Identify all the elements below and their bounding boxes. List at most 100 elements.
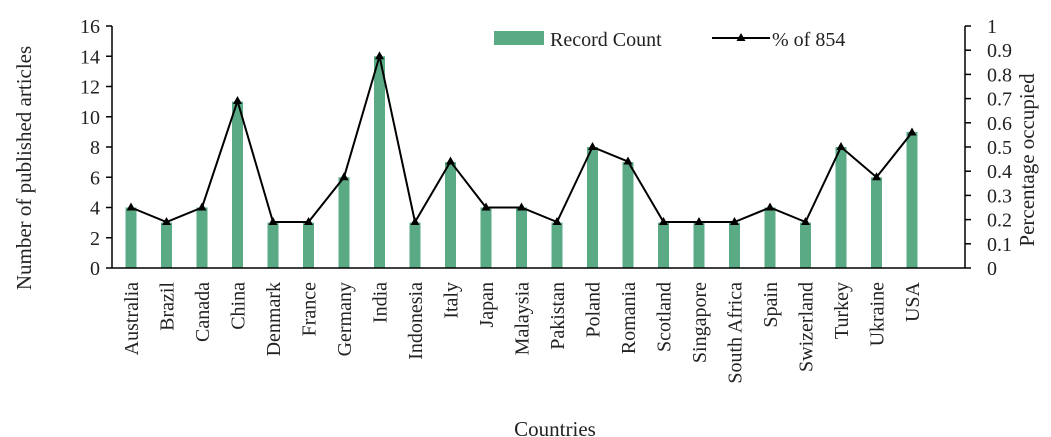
y2-tick-label: 0.2 xyxy=(987,210,1012,232)
legend: Record Count % of 854 xyxy=(494,29,845,51)
category-label: Denmark xyxy=(263,282,285,356)
y-tick-label: 12 xyxy=(80,77,100,99)
percent-marker-poland xyxy=(588,142,597,150)
y2-axis-title: Percentage occupied xyxy=(1015,73,1039,247)
y2-tick-label: 0.4 xyxy=(987,161,1012,183)
percent-marker-ukraine xyxy=(872,172,881,181)
category-label: Poland xyxy=(583,282,605,338)
y2-tick-label: 0.9 xyxy=(987,40,1012,62)
y2-tick-label: 0.5 xyxy=(987,137,1012,159)
percent-marker-italy xyxy=(446,156,455,165)
bar-pakistan xyxy=(551,222,563,268)
legend-label-record-count: Record Count xyxy=(550,29,662,51)
bar-spain xyxy=(764,207,776,268)
percent-marker-south-africa xyxy=(730,217,739,226)
right-axis-ticks: 00.10.2 0.30.40.50.60.7 0.80.91 xyxy=(965,16,1012,280)
category-label: Ukraine xyxy=(867,282,889,347)
category-label: Romania xyxy=(618,282,640,354)
y2-tick-label: 0.7 xyxy=(987,89,1012,111)
category-label: USA xyxy=(902,281,924,322)
legend-swatch-percent-marker xyxy=(736,33,746,41)
percent-marker-indonesia xyxy=(410,217,420,226)
y2-tick-label: 0.3 xyxy=(987,185,1012,207)
category-label: Australia xyxy=(121,282,143,355)
bar-series-record-count xyxy=(125,56,918,268)
category-label: Brazil xyxy=(157,282,179,331)
x-axis-title: Countries xyxy=(514,417,596,437)
y-axis-title: Number of published articles xyxy=(12,46,36,290)
percent-marker-brazil xyxy=(162,217,171,226)
percent-marker-scotland xyxy=(659,217,668,226)
category-label: Pakistan xyxy=(547,282,569,350)
bar-canada xyxy=(196,207,208,268)
bar-australia xyxy=(125,207,137,268)
y2-tick-label: 0.6 xyxy=(987,113,1012,135)
category-label: Turkey xyxy=(831,282,853,339)
bar-germany xyxy=(338,177,350,268)
bar-romania xyxy=(622,162,634,268)
category-label: Italy xyxy=(441,282,463,319)
category-label: India xyxy=(370,282,392,323)
bar-france xyxy=(303,222,314,268)
percent-marker-romania xyxy=(623,156,633,165)
percent-marker-spain xyxy=(765,202,775,211)
bar-japan xyxy=(480,207,492,268)
percent-marker-china xyxy=(233,96,242,105)
category-label: Singapore xyxy=(689,282,711,363)
bar-malaysia xyxy=(516,207,527,268)
category-label: Scotland xyxy=(654,282,676,352)
bar-usa xyxy=(906,131,918,268)
bar-italy xyxy=(445,162,456,268)
percent-marker-japan xyxy=(481,202,491,211)
y-tick-label: 14 xyxy=(80,46,100,68)
percent-marker-usa xyxy=(907,127,917,136)
percent-marker-pakistan xyxy=(552,217,562,226)
percent-marker-swizerland xyxy=(801,217,810,226)
percent-marker-singapore xyxy=(694,217,704,226)
left-axis-ticks: 0 2 4 6 8 10 12 14 16 xyxy=(80,16,112,280)
category-label: Japan xyxy=(476,282,498,328)
category-label: Canada xyxy=(192,282,214,342)
category-label: Swizerland xyxy=(796,282,818,372)
percent-marker-france xyxy=(304,217,313,226)
y-tick-label: 2 xyxy=(90,228,100,250)
category-label: Germany xyxy=(334,282,356,356)
bar-poland xyxy=(587,147,598,268)
category-label: France xyxy=(299,282,321,337)
bar-indonesia xyxy=(409,222,421,268)
y-tick-label: 8 xyxy=(90,137,100,159)
bar-scotland xyxy=(658,222,669,268)
y-tick-label: 0 xyxy=(90,258,100,280)
percent-marker-canada xyxy=(197,202,207,211)
bar-south-africa xyxy=(729,222,740,268)
category-label: Indonesia xyxy=(405,282,427,360)
legend-swatch-record-count xyxy=(494,31,544,45)
percent-marker-turkey xyxy=(836,142,846,150)
category-label: South Africa xyxy=(725,282,747,384)
bar-ukraine xyxy=(871,177,882,268)
percent-marker-germany xyxy=(339,172,349,181)
bar-swizerland xyxy=(800,222,811,268)
bar-china xyxy=(232,101,243,268)
y2-tick-label: 0.1 xyxy=(987,234,1012,256)
percent-marker-malaysia xyxy=(517,202,526,211)
y2-tick-label: 0 xyxy=(987,258,997,280)
category-labels: Australia Brazil Canada China Denmark France G… xyxy=(121,281,924,383)
y2-tick-label: 0.8 xyxy=(987,64,1012,86)
percent-line xyxy=(130,55,913,225)
category-label: Malaysia xyxy=(512,282,534,355)
percent-marker-denmark xyxy=(268,217,278,226)
bar-denmark xyxy=(267,222,279,268)
percent-marker-australia xyxy=(126,202,136,211)
y-tick-label: 6 xyxy=(90,167,100,189)
category-label: China xyxy=(228,282,250,330)
bar-turkey xyxy=(835,147,847,268)
y2-tick-label: 1 xyxy=(987,16,997,38)
bar-brazil xyxy=(161,222,172,268)
percent-marker-india xyxy=(375,51,384,60)
bar-india xyxy=(374,56,385,268)
y-tick-label: 4 xyxy=(90,198,100,220)
y-tick-label: 16 xyxy=(80,16,100,38)
line-series-percent xyxy=(126,51,917,226)
category-label: Spain xyxy=(760,282,782,328)
